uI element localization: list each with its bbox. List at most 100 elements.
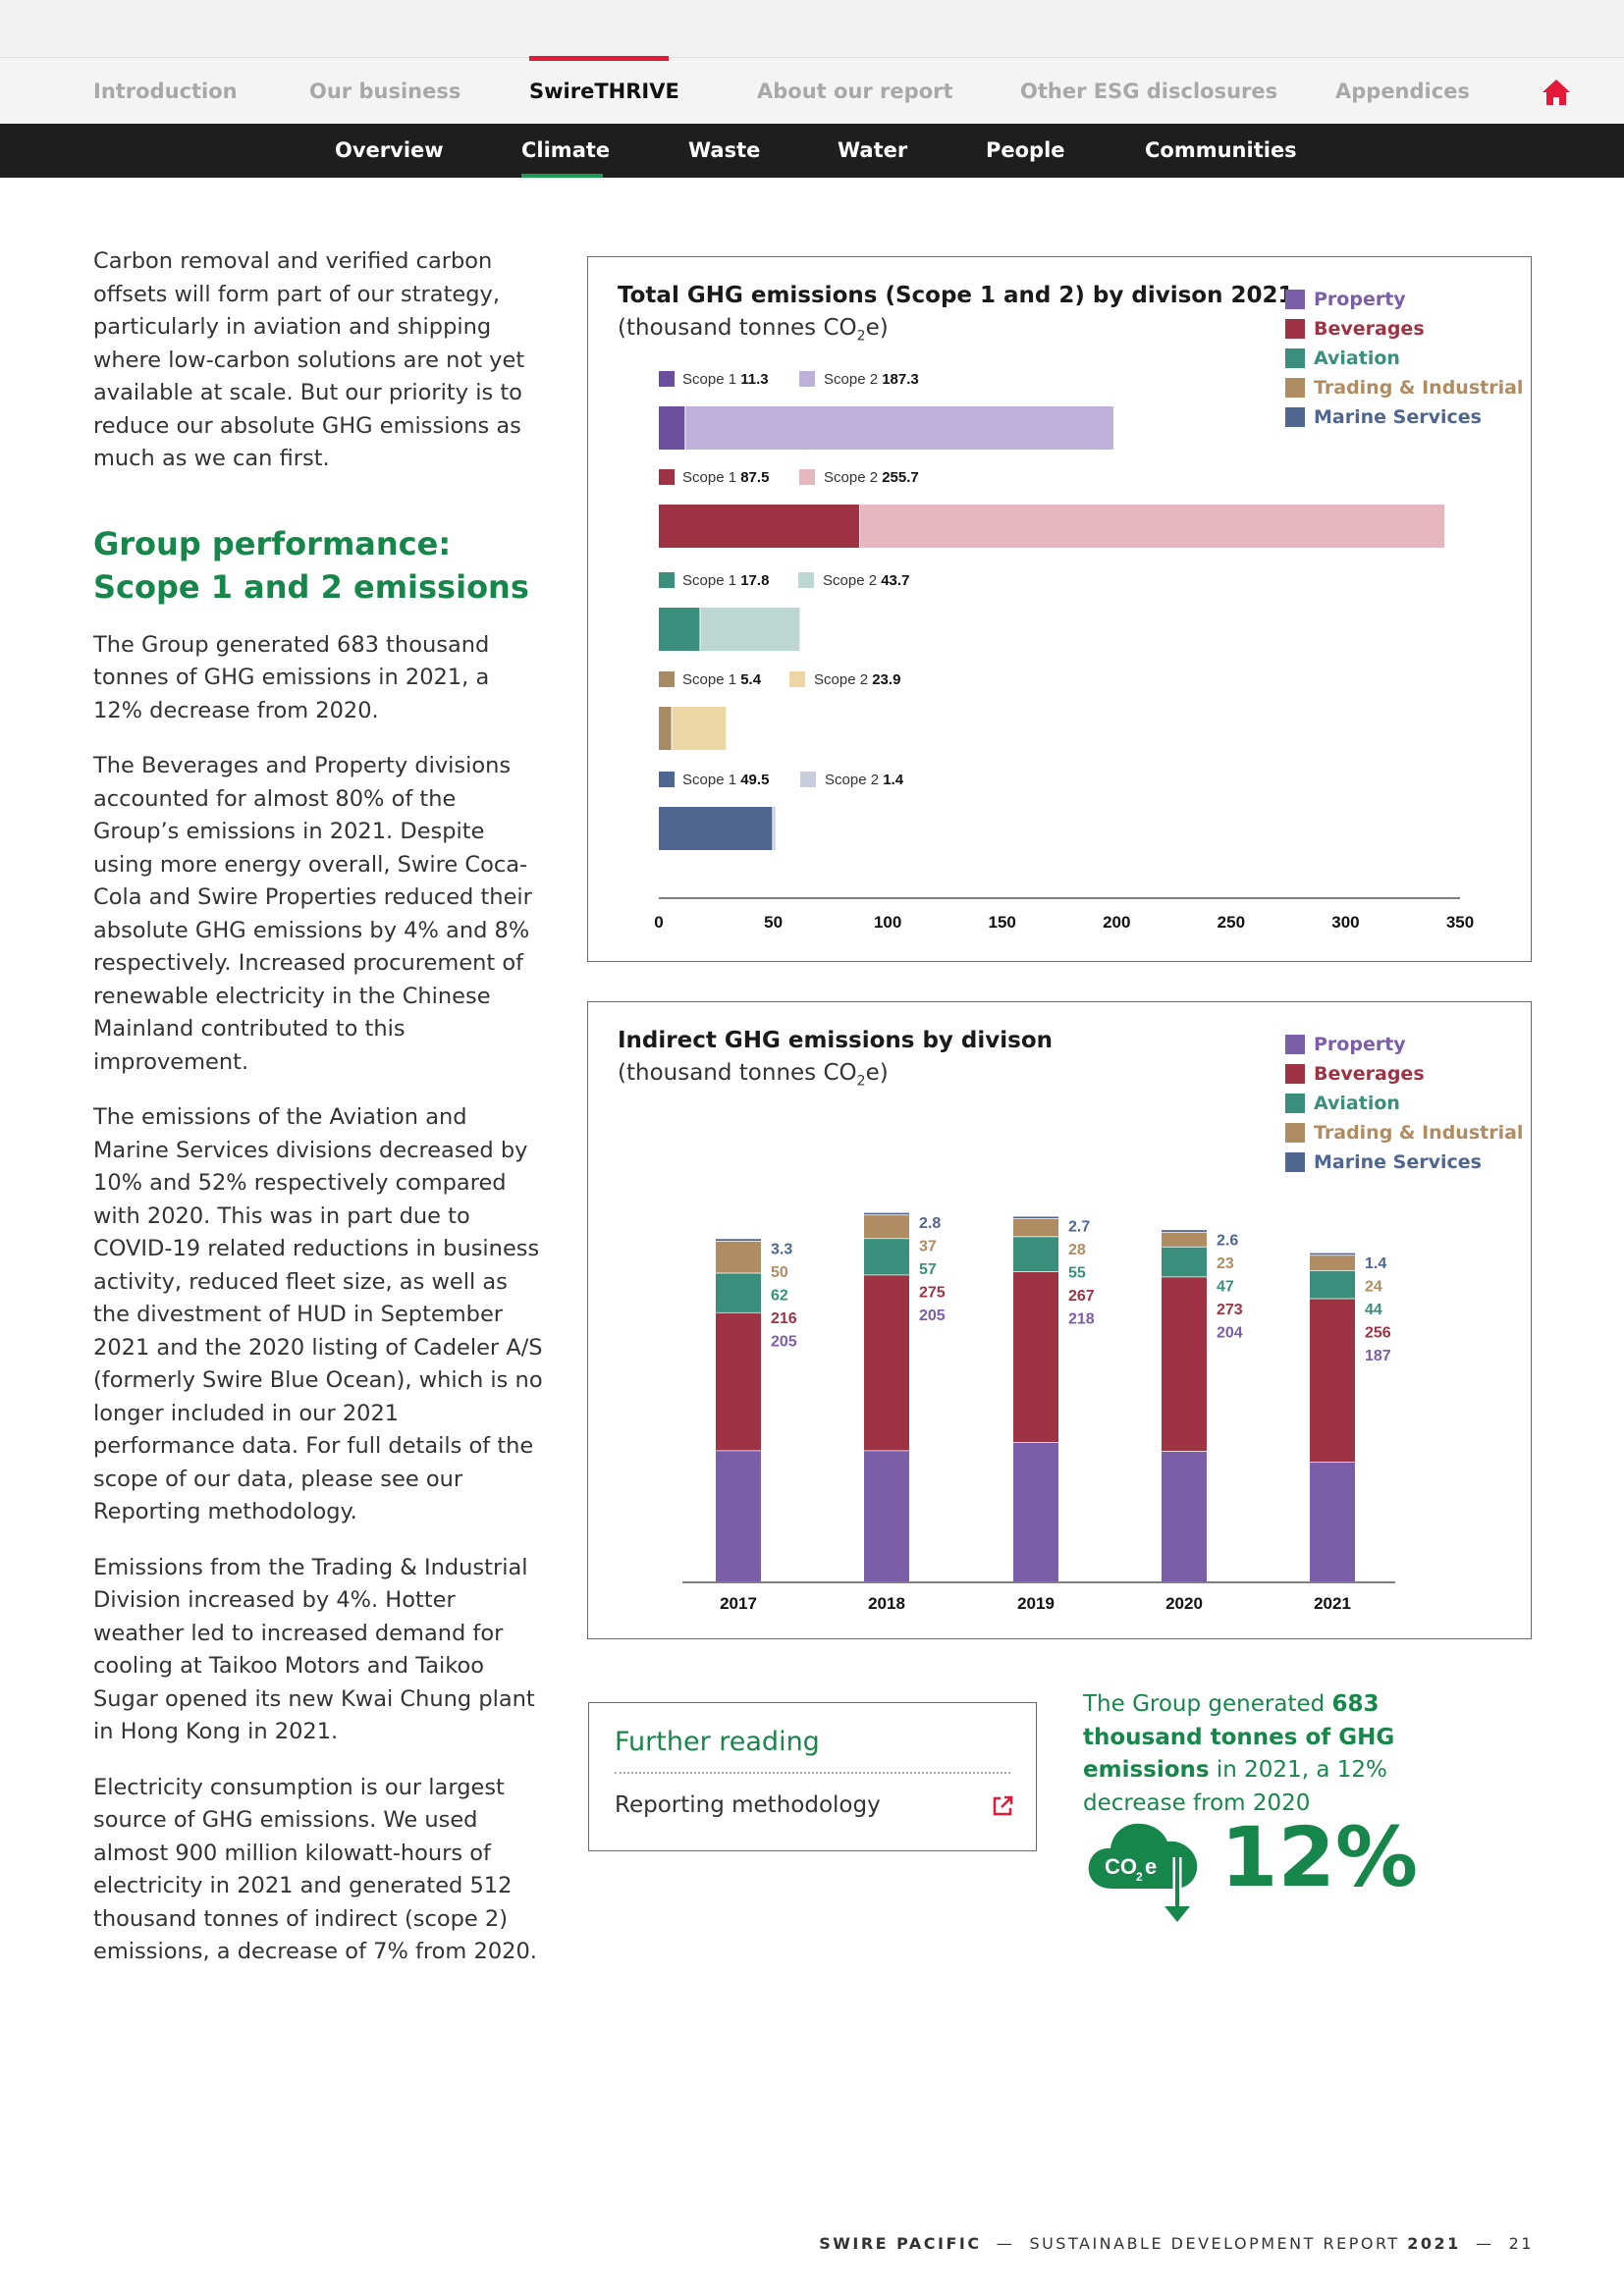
bar-scope1-aviation — [659, 608, 700, 651]
body-paragraph: The Beverages and Property divisions acc… — [93, 753, 532, 1075]
home-icon[interactable] — [1540, 76, 1573, 109]
body-paragraph: Electricity consumption is our largest s… — [93, 1774, 537, 1965]
data-label: 267 — [1068, 1288, 1095, 1305]
body-text-column: Carbon removal and verified carbon offse… — [93, 245, 545, 1992]
data-label: 55 — [1068, 1265, 1086, 1282]
data-label: 1.4 — [1365, 1255, 1386, 1272]
subnav-water[interactable]: Water — [838, 138, 908, 162]
scope2-label: Scope 2 1.4 — [825, 772, 904, 788]
scope2-label: Scope 2 43.7 — [823, 572, 909, 589]
tab-swirethrive[interactable]: SwireTHRIVE — [529, 80, 679, 103]
subnav-communities[interactable]: Communities — [1145, 138, 1297, 162]
further-reading-title: Further reading — [615, 1727, 820, 1757]
x-tick-label: 2017 — [720, 1594, 757, 1613]
external-link-icon[interactable] — [991, 1794, 1014, 1818]
chart-legend: Property Beverages Aviation Trading & In… — [1285, 285, 1523, 432]
data-label: 23 — [1217, 1255, 1234, 1272]
chart-legend: Property Beverages Aviation Trading & In… — [1285, 1030, 1523, 1177]
legend-item: Marine Services — [1285, 1148, 1523, 1177]
legend-swatch — [1285, 319, 1305, 339]
chart-title: Indirect GHG emissions by divison — [618, 1028, 1054, 1053]
bar-segment-property — [864, 1450, 909, 1581]
bar-scope1-beverages — [659, 505, 859, 548]
header-strip — [0, 0, 1624, 57]
data-label: 205 — [771, 1334, 797, 1351]
bar-segment-aviation — [1013, 1236, 1058, 1272]
subnav-climate[interactable]: Climate — [521, 138, 611, 162]
scope2-swatch — [798, 572, 814, 588]
legend-item: Beverages — [1285, 1059, 1523, 1089]
subnav-people[interactable]: People — [986, 138, 1065, 162]
svg-text:CO: CO — [1105, 1854, 1137, 1879]
bar-segment-marine-services — [1162, 1229, 1207, 1232]
x-tick-label: 0 — [654, 913, 663, 932]
section-heading: Group performance: Scope 1 and 2 emissio… — [93, 524, 529, 606]
bar-segment-trading-industrial — [864, 1214, 909, 1239]
bar-scope1-marine-services — [659, 807, 773, 850]
scope1-swatch — [659, 772, 675, 787]
scope1-swatch — [659, 671, 675, 687]
tab-about-our-report[interactable]: About our report — [757, 80, 953, 103]
indirect-ghg-bar-chart: 3.3 50 62 216 205 2017 2.8 37 57 275 205 2018 2.7 28 5… — [682, 1211, 1395, 1613]
reduction-stat: 12% — [1220, 1809, 1419, 1905]
scope2-swatch — [800, 772, 816, 787]
bar-scope2-aviation — [700, 608, 800, 651]
section-navigation: Overview Climate Waste Water People Comm… — [0, 124, 1624, 178]
bar-segment-beverages — [1013, 1271, 1058, 1443]
body-paragraph: Emissions from the Trading & Industrial … — [93, 1554, 535, 1745]
bar-segment-property — [716, 1450, 761, 1581]
tab-appendices[interactable]: Appendices — [1335, 80, 1470, 103]
scope2-swatch — [799, 371, 815, 387]
data-label: 24 — [1365, 1278, 1382, 1295]
body-paragraph: The Group generated 683 thousand tonnes … — [93, 631, 490, 723]
svg-text:2: 2 — [1136, 1870, 1143, 1884]
chart-subtitle: (thousand tonnes CO2e) — [618, 1060, 889, 1090]
data-label: 37 — [919, 1238, 937, 1255]
bar-segment-beverages — [864, 1274, 909, 1451]
x-tick-label: 350 — [1446, 913, 1474, 932]
bar-scope1-property — [659, 406, 685, 450]
legend-item: Aviation — [1285, 1089, 1523, 1118]
subnav-overview[interactable]: Overview — [335, 138, 444, 162]
active-tab-indicator — [529, 56, 669, 61]
data-label: 62 — [771, 1288, 788, 1305]
scope1-label: Scope 1 87.5 — [682, 469, 769, 486]
data-label: 205 — [919, 1308, 946, 1324]
bar-segment-aviation — [716, 1272, 761, 1312]
bar-segment-trading-industrial — [716, 1241, 761, 1273]
bar-segment-property — [1310, 1462, 1355, 1581]
bar-segment-aviation — [1310, 1269, 1355, 1299]
tab-other-esg-disclosures[interactable]: Other ESG disclosures — [1020, 80, 1278, 103]
legend-swatch — [1285, 1035, 1305, 1054]
body-paragraph: The emissions of the Aviation and Marine… — [93, 1104, 543, 1524]
bar-segment-marine-services — [1013, 1215, 1058, 1219]
tab-our-business[interactable]: Our business — [309, 80, 461, 103]
legend-swatch — [1285, 1152, 1305, 1172]
tab-introduction[interactable]: Introduction — [93, 80, 238, 103]
scope1-swatch — [659, 572, 675, 588]
legend-item: Trading & Industrial — [1285, 373, 1523, 402]
legend-swatch — [1285, 1123, 1305, 1143]
legend-swatch — [1285, 1064, 1305, 1084]
bar-segment-beverages — [716, 1311, 761, 1451]
scope2-label: Scope 2 23.9 — [814, 671, 900, 688]
legend-swatch — [1285, 407, 1305, 427]
highlight-statement: The Group generated 683 thousand tonnes … — [1083, 1691, 1395, 1816]
total-ghg-bar-chart: Scope 1 11.3 Scope 2 187.3 Scope 1 87.5 Sco… — [654, 371, 1474, 932]
bar-segment-beverages — [1310, 1298, 1355, 1463]
scope1-swatch — [659, 371, 675, 387]
legend-swatch — [1285, 290, 1305, 309]
scope1-label: Scope 1 11.3 — [682, 371, 769, 388]
data-label: 2.7 — [1068, 1219, 1090, 1236]
subnav-waste[interactable]: Waste — [688, 138, 761, 162]
bar-segment-aviation — [1162, 1246, 1207, 1277]
active-subnav-indicator — [521, 174, 603, 178]
bar-segment-property — [1013, 1442, 1058, 1581]
bar-scope2-trading-industrial — [672, 707, 727, 750]
data-label: 275 — [919, 1284, 946, 1301]
data-label: 256 — [1365, 1324, 1391, 1341]
x-tick-label: 50 — [764, 913, 783, 932]
x-tick-label: 250 — [1218, 913, 1245, 932]
reporting-methodology-link[interactable]: Reporting methodology — [615, 1792, 881, 1818]
x-tick-label: 2018 — [868, 1594, 905, 1613]
